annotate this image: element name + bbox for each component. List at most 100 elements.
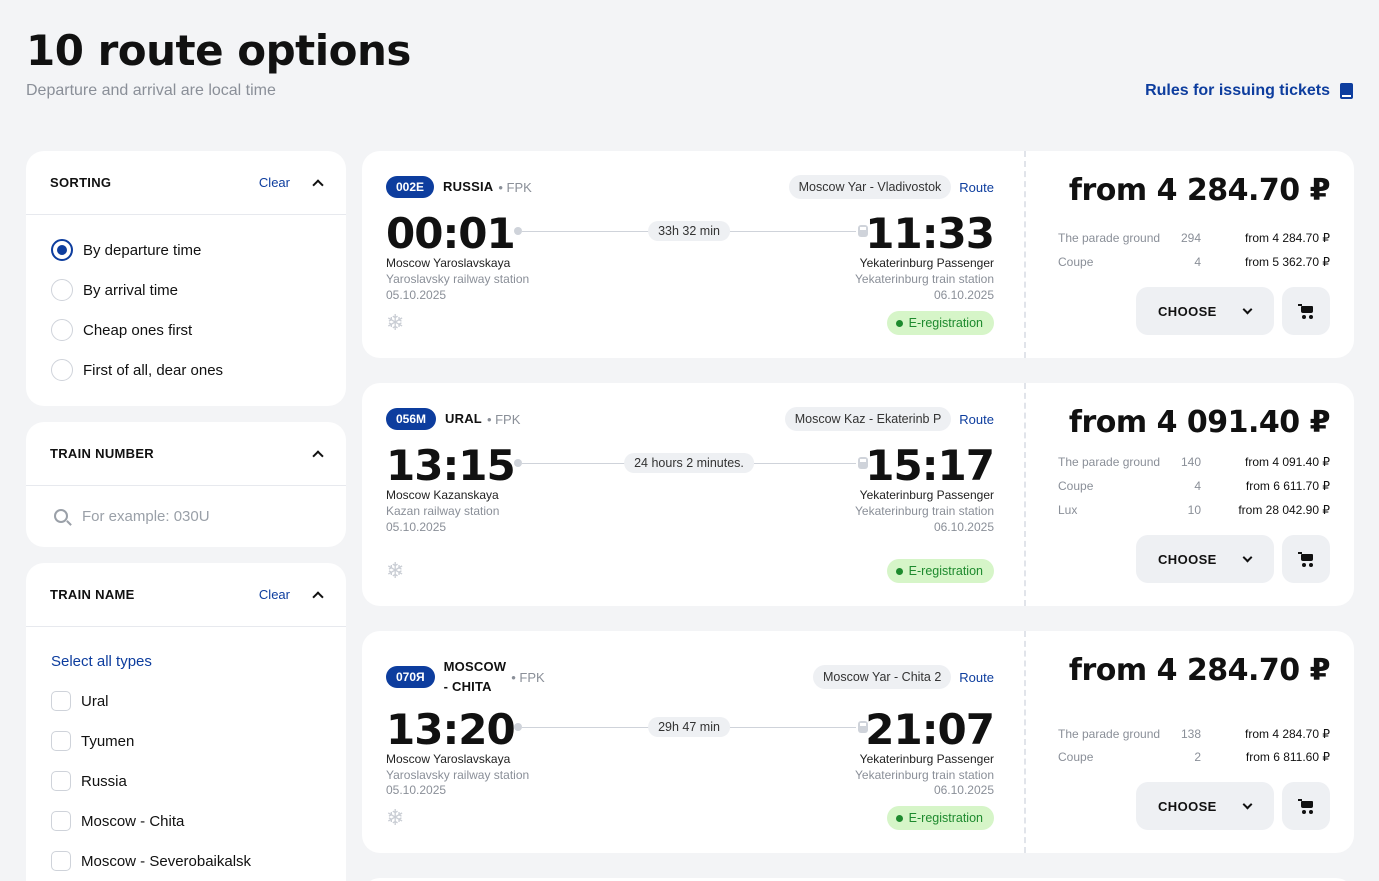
checkbox[interactable] bbox=[51, 691, 71, 711]
radio[interactable] bbox=[51, 359, 73, 381]
class-name: Coupe bbox=[1058, 479, 1094, 493]
sort-option-label: By arrival time bbox=[83, 281, 179, 299]
class-price: from 4 284.70 ₽ bbox=[1244, 231, 1330, 245]
arrival-time: 11:33 bbox=[865, 209, 995, 258]
arrival-station: Yekaterinburg Passenger bbox=[859, 488, 994, 502]
train-icon bbox=[858, 721, 868, 733]
departure-date: 05.10.2025 bbox=[386, 520, 447, 534]
route-link[interactable]: Route bbox=[959, 179, 994, 195]
departure-date: 05.10.2025 bbox=[386, 288, 447, 302]
departure-dot bbox=[514, 459, 522, 467]
search-icon bbox=[54, 509, 68, 523]
train-name-option-label: Ural bbox=[81, 692, 109, 710]
sorting-header: SORTING Clear bbox=[26, 151, 346, 215]
train-card: 070Я MOSCOW - CHITA • FPK Moscow Yar - C… bbox=[362, 631, 1354, 853]
train-number-input[interactable] bbox=[82, 507, 312, 525]
arrival-station: Yekaterinburg Passenger bbox=[859, 752, 994, 766]
checkbox[interactable] bbox=[51, 731, 71, 751]
radio-selected[interactable] bbox=[51, 239, 73, 261]
carrier: • FPK bbox=[486, 411, 521, 427]
sorting-clear-button[interactable]: Clear bbox=[258, 175, 290, 190]
train-card: 002E RUSSIA • FPK Moscow Yar - Vladivost… bbox=[362, 151, 1354, 358]
direction-chip: Moscow Yar - Chita 2 bbox=[812, 665, 952, 689]
train-name-option-tyumen[interactable]: Tyumen bbox=[26, 721, 346, 761]
train-name: RUSSIA bbox=[443, 179, 494, 194]
cart-icon bbox=[1298, 798, 1314, 814]
class-seats: 138 bbox=[1180, 727, 1201, 741]
train-name-option-russia[interactable]: Russia bbox=[26, 761, 346, 801]
train-name-header: TRAIN NAME Clear bbox=[26, 563, 346, 627]
train-name-option-moscow-severobaikalsk[interactable]: Moscow - Severobaikalsk bbox=[26, 841, 346, 881]
class-name: The parade ground bbox=[1058, 455, 1161, 469]
radio[interactable] bbox=[51, 319, 73, 341]
select-all-link[interactable]: Select all types bbox=[51, 652, 152, 670]
train-icon bbox=[858, 225, 868, 237]
page-subtitle: Departure and arrival are local time bbox=[26, 82, 276, 99]
class-name: The parade ground bbox=[1058, 727, 1161, 741]
rules-link[interactable]: Rules for issuing tickets bbox=[1145, 82, 1353, 100]
choose-button[interactable]: CHOOSE bbox=[1136, 287, 1274, 335]
departure-dot bbox=[514, 723, 522, 731]
sort-option-label: Cheap ones first bbox=[83, 321, 193, 339]
train-name-clear-button[interactable]: Clear bbox=[258, 587, 290, 602]
class-row: The parade ground 294 from 4 284.70 ₽ bbox=[1058, 231, 1330, 249]
class-price: from 4 091.40 ₽ bbox=[1244, 455, 1330, 469]
sort-option-label: By departure time bbox=[83, 241, 202, 259]
radio[interactable] bbox=[51, 279, 73, 301]
class-name: The parade ground bbox=[1058, 231, 1161, 245]
journey-line: 24 hours 2 minutes. bbox=[514, 453, 868, 473]
class-price: from 5 362.70 ₽ bbox=[1244, 255, 1330, 269]
e-registration-badge: E-registration bbox=[886, 559, 994, 583]
chevron-up-icon[interactable] bbox=[312, 590, 322, 600]
sort-option-departure[interactable]: By departure time bbox=[26, 230, 346, 270]
page-title: 10 route options bbox=[26, 26, 411, 75]
checkbox[interactable] bbox=[51, 811, 71, 831]
checkbox[interactable] bbox=[51, 851, 71, 871]
departure-time: 13:15 bbox=[386, 441, 516, 490]
arrival-time: 15:17 bbox=[865, 441, 995, 490]
carrier: • FPK bbox=[498, 179, 532, 195]
journey-line: 29h 47 min bbox=[514, 717, 868, 737]
cart-button[interactable] bbox=[1282, 535, 1330, 583]
cart-icon bbox=[1298, 303, 1314, 319]
departure-station-sub: Kazan railway station bbox=[386, 504, 500, 518]
sort-option-cheap[interactable]: Cheap ones first bbox=[26, 310, 346, 350]
train-name-option-ural[interactable]: Ural bbox=[26, 681, 346, 721]
direction-chip: Moscow Yar - Vladivostok bbox=[788, 175, 952, 199]
sort-option-arrival[interactable]: By arrival time bbox=[26, 270, 346, 310]
sort-option-dear[interactable]: First of all, dear ones bbox=[26, 350, 346, 390]
class-row: The parade ground 138 from 4 284.70 ₽ bbox=[1058, 727, 1330, 745]
train-name-option-moscow-chita[interactable]: Moscow - Chita bbox=[26, 801, 346, 841]
choose-button[interactable]: CHOOSE bbox=[1136, 535, 1274, 583]
arrival-station-sub: Yekaterinburg train station bbox=[855, 768, 994, 782]
train-card: 056M URAL • FPK Moscow Kaz - Ekaterinb P… bbox=[362, 383, 1354, 606]
departure-station-sub: Yaroslavsky railway station bbox=[386, 272, 530, 286]
route-link[interactable]: Route bbox=[959, 669, 994, 685]
chevron-up-icon[interactable] bbox=[312, 449, 322, 459]
train-card bbox=[362, 878, 1354, 881]
chevron-up-icon[interactable] bbox=[312, 178, 322, 188]
train-name: MOSCOW - CHITA bbox=[444, 657, 507, 697]
choose-label: CHOOSE bbox=[1158, 798, 1217, 814]
cart-icon bbox=[1298, 551, 1314, 567]
cart-button[interactable] bbox=[1282, 287, 1330, 335]
train-name-title: TRAIN NAME bbox=[50, 587, 135, 602]
arrival-station: Yekaterinburg Passenger bbox=[859, 256, 994, 270]
class-price: from 28 042.90 ₽ bbox=[1238, 503, 1330, 517]
arrival-station-sub: Yekaterinburg train station bbox=[855, 272, 994, 286]
class-row: Lux 10 from 28 042.90 ₽ bbox=[1058, 503, 1330, 521]
train-number-badge: 002E bbox=[386, 176, 435, 198]
sorting-title: SORTING bbox=[50, 175, 112, 190]
snowflake-icon: ❄ bbox=[386, 310, 405, 335]
departure-station: Moscow Yaroslavskaya bbox=[386, 752, 511, 766]
departure-station-sub: Yaroslavsky railway station bbox=[386, 768, 530, 782]
cart-button[interactable] bbox=[1282, 782, 1330, 830]
train-name-panel: TRAIN NAME Clear Select all types Ural T… bbox=[26, 563, 346, 881]
choose-button[interactable]: CHOOSE bbox=[1136, 782, 1274, 830]
route-link[interactable]: Route bbox=[959, 411, 994, 427]
departure-station: Moscow Kazanskaya bbox=[386, 488, 499, 502]
min-price: from 4 284.70 ₽ bbox=[1068, 173, 1331, 208]
checkbox[interactable] bbox=[51, 771, 71, 791]
e-registration-badge: E-registration bbox=[886, 806, 994, 830]
class-seats: 4 bbox=[1194, 479, 1201, 493]
